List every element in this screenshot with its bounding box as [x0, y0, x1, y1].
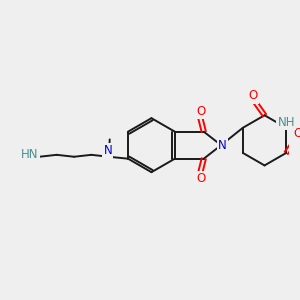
Text: O: O: [248, 89, 258, 103]
Text: O: O: [293, 127, 300, 140]
Text: N: N: [218, 139, 226, 152]
Text: HN: HN: [21, 148, 38, 161]
Text: O: O: [196, 105, 206, 118]
Text: NH: NH: [278, 116, 295, 128]
Text: N: N: [103, 145, 112, 158]
Text: O: O: [196, 172, 206, 185]
